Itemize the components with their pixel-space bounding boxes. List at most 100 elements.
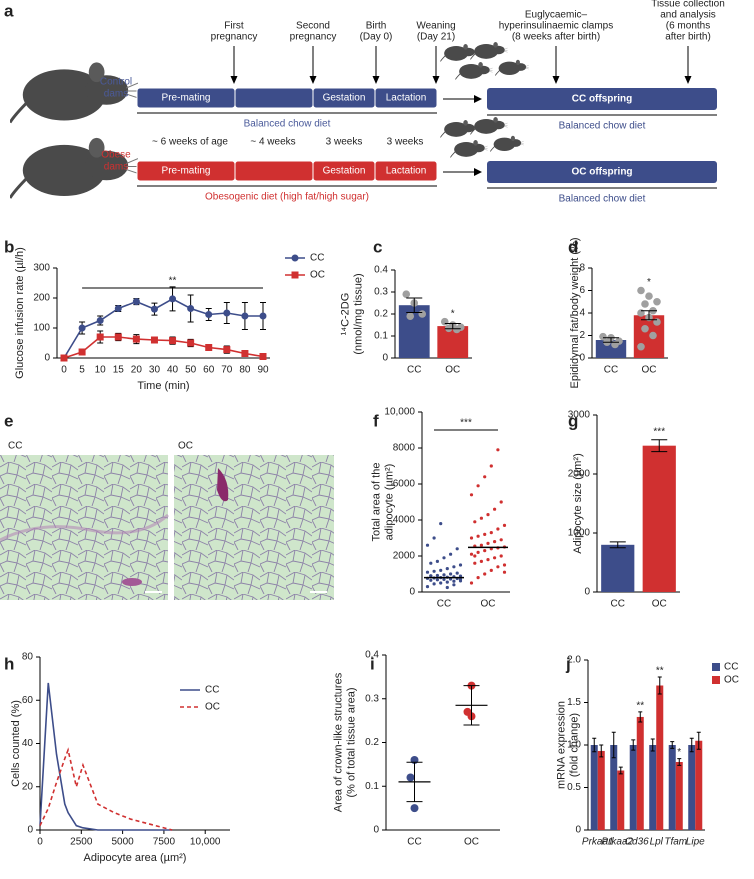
y-tick-label: 0.5 xyxy=(567,782,581,793)
x-tick-label: 10 xyxy=(95,365,107,376)
data-point xyxy=(442,556,446,560)
error-bar xyxy=(406,761,423,803)
y-tick-label: 0.4 xyxy=(365,650,379,661)
data-point xyxy=(452,565,456,569)
data-point xyxy=(493,556,497,560)
data-point xyxy=(469,536,474,540)
y-tick-label: 2000 xyxy=(393,551,416,562)
y-tick-label: 60 xyxy=(22,695,34,706)
phase-box xyxy=(374,160,438,182)
y-tick-label: 6 xyxy=(579,285,585,296)
legend-label: CC xyxy=(724,662,738,673)
arrow-head xyxy=(372,76,380,84)
timepoint-label: Birth xyxy=(366,21,387,32)
x-tick-label: CC xyxy=(407,837,421,848)
dam-label: dams xyxy=(104,89,128,100)
timepoint-label: after birth) xyxy=(665,32,711,43)
data-point xyxy=(440,317,449,326)
data-point xyxy=(483,549,487,553)
series-line xyxy=(63,297,263,359)
y-tick-label: 0.2 xyxy=(365,737,379,748)
y-tick-label: 0.3 xyxy=(374,287,388,298)
panel-label: b xyxy=(4,237,14,256)
x-tick-label: 0 xyxy=(61,365,67,376)
series-line xyxy=(63,336,264,359)
y-tick-label: 100 xyxy=(33,323,50,334)
error-bar xyxy=(657,676,662,695)
y-tick-label: 300 xyxy=(33,263,50,274)
y-tick-label: 2000 xyxy=(568,469,591,480)
x-tick-label: 5 xyxy=(79,365,85,376)
legend-label: OC xyxy=(724,675,739,686)
error-bar xyxy=(603,337,619,343)
data-point xyxy=(476,576,480,580)
x-tick-label: OC xyxy=(481,599,496,610)
timepoint-label: hyperinsulinaemic clamps xyxy=(499,21,614,32)
micrograph-label: OC xyxy=(178,441,193,452)
y-tick-label: 0 xyxy=(409,587,415,598)
arrow-head xyxy=(552,76,560,84)
x-tick-label: 10,000 xyxy=(190,837,221,848)
marker xyxy=(78,324,86,332)
legend-label: CC xyxy=(310,253,324,264)
phase-label: Lactation xyxy=(386,93,427,104)
data-point xyxy=(429,578,433,582)
y-tick-label: 0.3 xyxy=(365,693,379,704)
x-tick-label: CC xyxy=(611,599,625,610)
data-point xyxy=(432,536,436,540)
data-point xyxy=(469,581,474,585)
marker xyxy=(187,305,195,312)
bar xyxy=(437,326,469,358)
y-tick-label: 0 xyxy=(373,825,379,836)
bar xyxy=(695,740,703,830)
data-point xyxy=(442,577,446,582)
bar xyxy=(617,770,625,830)
data-point xyxy=(476,484,480,488)
panel-label: j xyxy=(565,654,571,673)
offspring-box xyxy=(487,88,717,110)
x-tick-label: 60 xyxy=(203,365,215,376)
phase-label: Lactation xyxy=(386,166,427,177)
x-tick-label: Prkaa1 xyxy=(582,837,614,848)
data-point xyxy=(476,534,480,538)
offspring-box xyxy=(487,161,717,183)
legend-marker xyxy=(291,254,299,262)
legend-label: CC xyxy=(205,685,219,696)
legend-swatch xyxy=(712,676,720,684)
data-point xyxy=(452,583,456,587)
mouse-icon xyxy=(470,41,508,60)
data-point xyxy=(406,773,415,782)
y-tick-label: 2.0 xyxy=(567,655,581,666)
data-point xyxy=(473,561,477,565)
y-tick-label: 80 xyxy=(22,652,34,663)
x-tick-label: 0 xyxy=(37,837,43,848)
y-axis-label: Adipocyte size (µm²) xyxy=(572,453,584,553)
panel-label: f xyxy=(373,411,379,430)
data-point xyxy=(442,573,446,577)
timepoint-label: Euglycaemic– xyxy=(525,10,588,21)
arrow-head xyxy=(432,76,440,84)
y-tick-label: 40 xyxy=(22,738,34,749)
y-tick-label: 3000 xyxy=(568,410,591,421)
error-bar xyxy=(689,737,694,753)
data-point xyxy=(449,552,453,556)
bar xyxy=(649,745,657,830)
data-point xyxy=(432,582,436,586)
diet-label: Obesogenic diet (high fat/high sugar) xyxy=(205,192,369,203)
data-point xyxy=(425,585,430,589)
phase-label: Gestation xyxy=(323,166,366,177)
marker xyxy=(259,353,267,360)
y-tick-label: 0 xyxy=(44,353,50,364)
y-tick-label: 0 xyxy=(27,825,33,836)
y-axis-label: (fold change) xyxy=(568,713,580,777)
data-point xyxy=(439,568,443,573)
x-tick-label: 20 xyxy=(131,365,143,376)
timepoint-label: (6 months xyxy=(666,21,710,32)
x-tick-label: CC xyxy=(604,365,618,376)
data-point xyxy=(483,475,487,479)
significance: *** xyxy=(653,426,665,437)
timepoint-label: pregnancy xyxy=(290,32,337,43)
error-bar xyxy=(631,739,636,751)
bar xyxy=(675,762,683,830)
